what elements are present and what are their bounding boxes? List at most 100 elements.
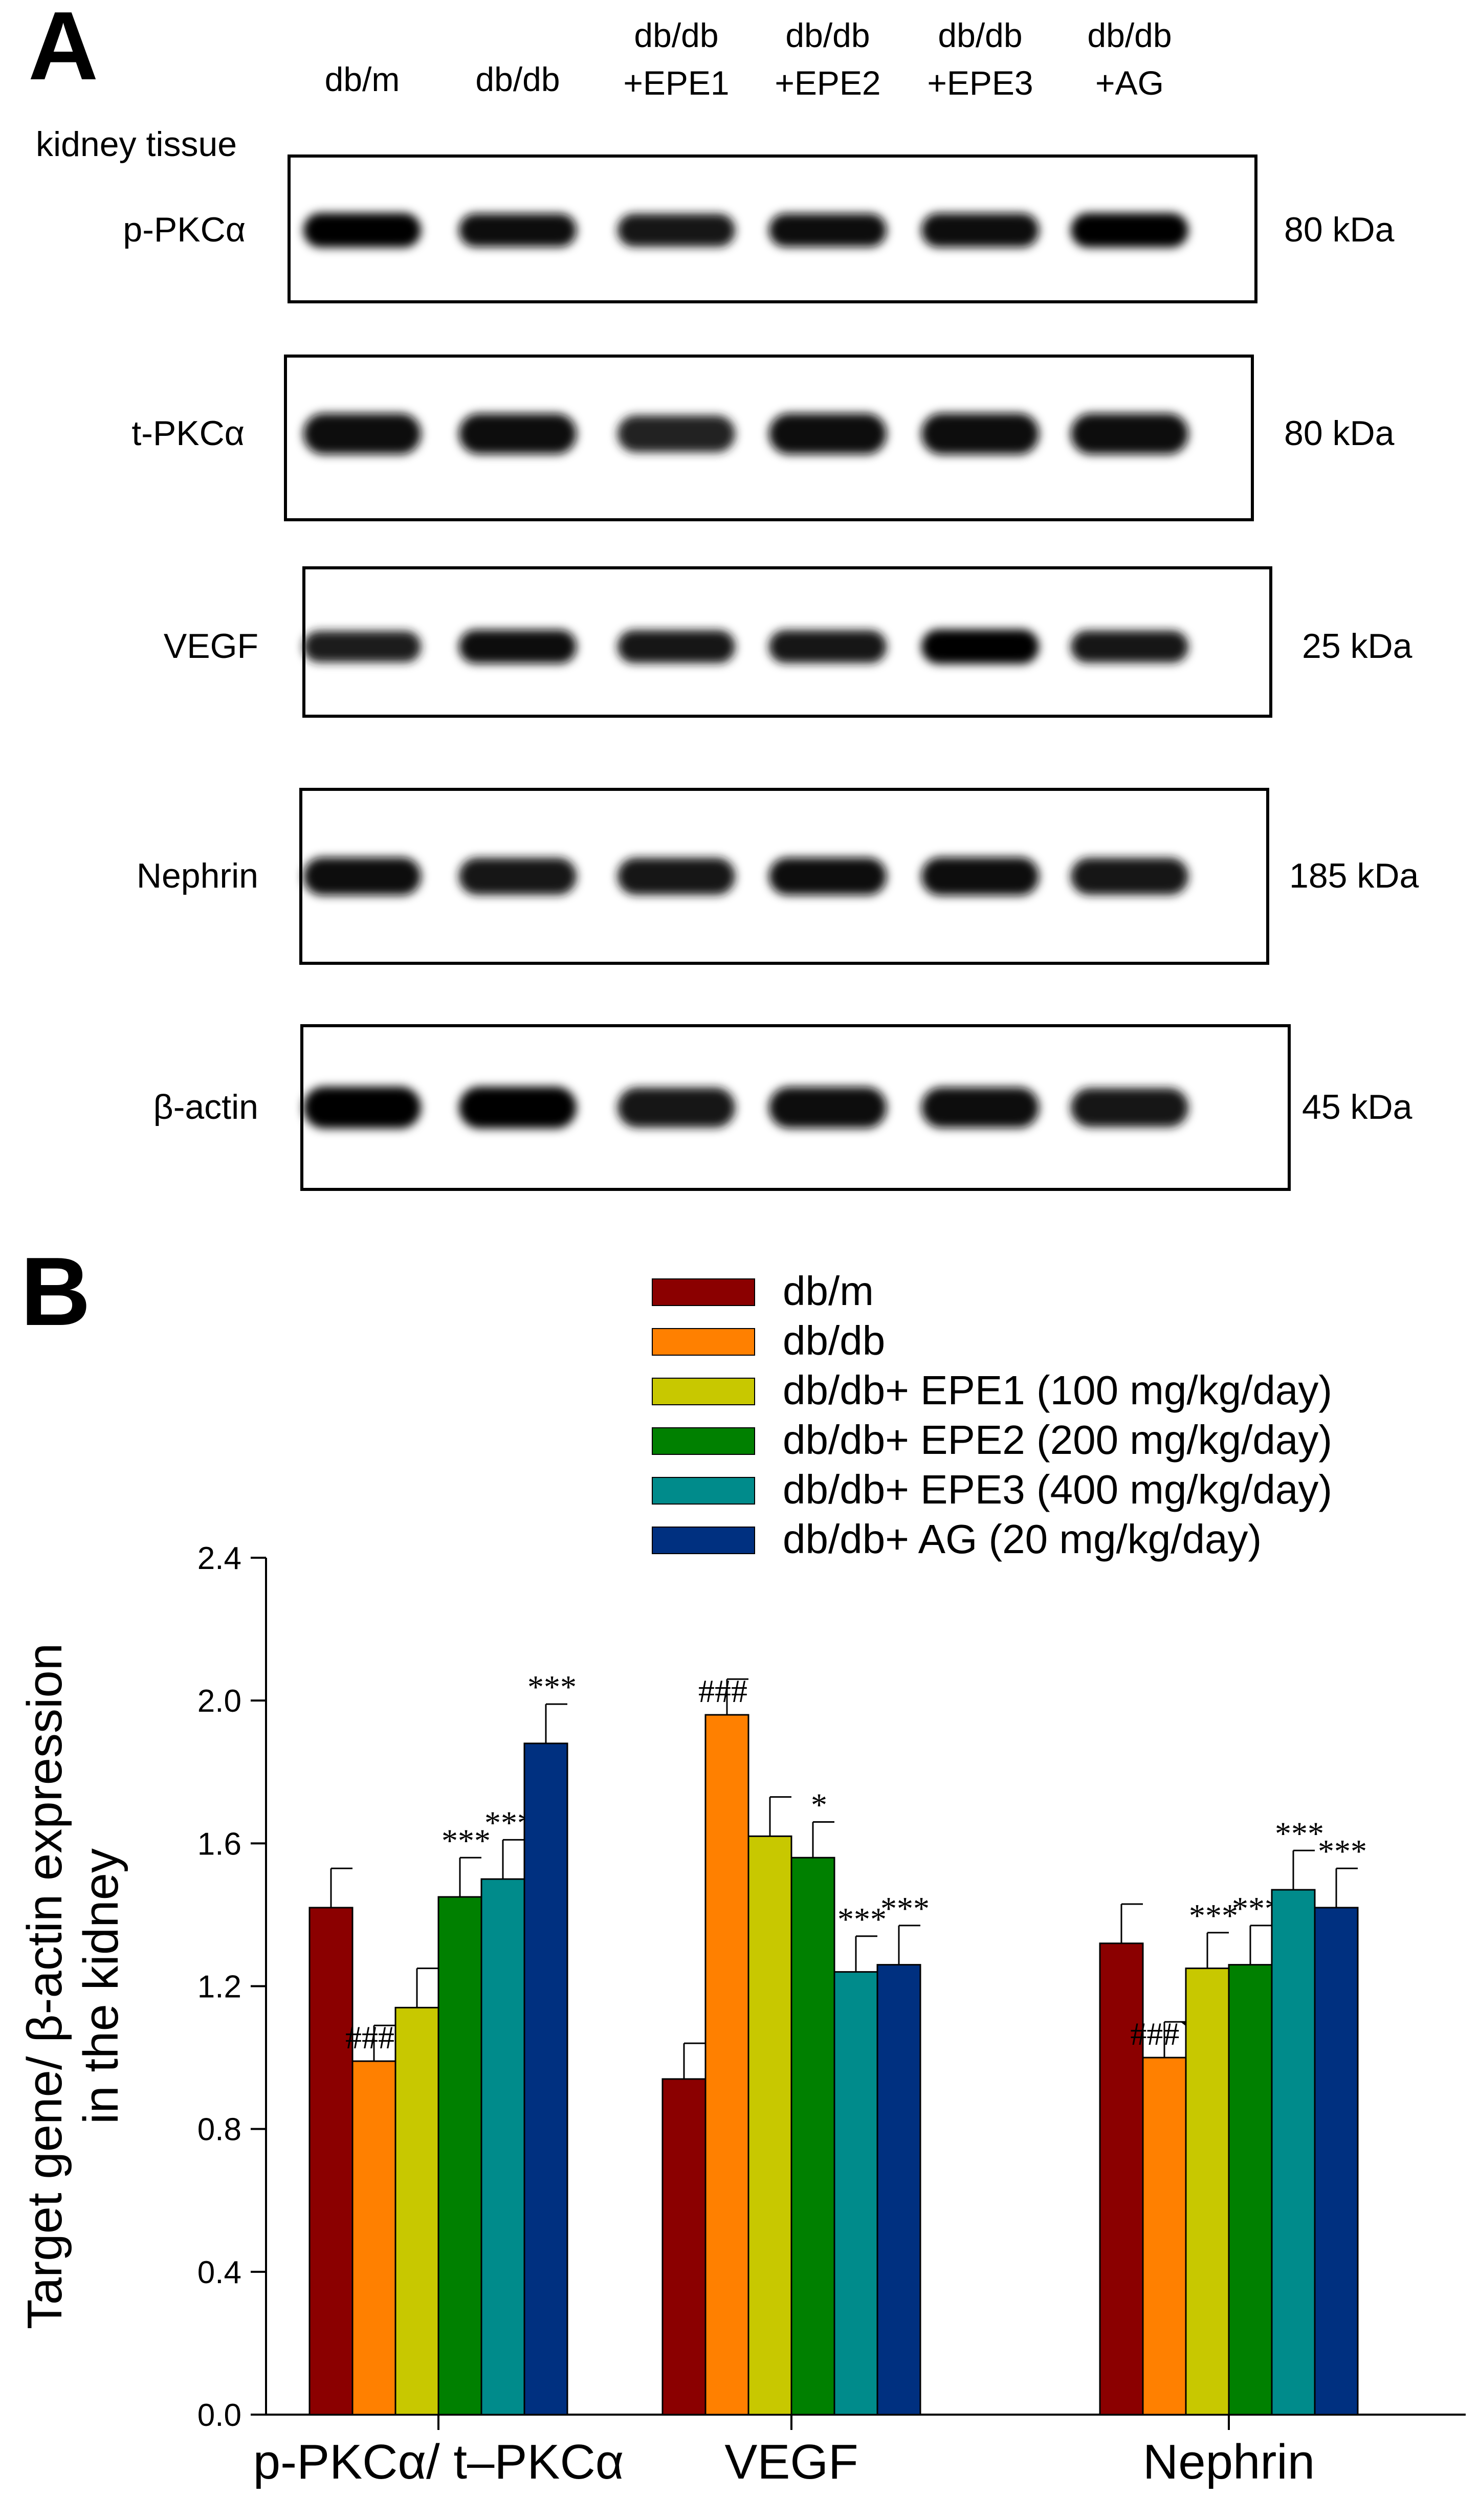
blot-band [303,857,421,895]
western-blots: p-PKCα 80 kDa t-PKCα 80 kDa VEGF 25 kDa Nephri… [123,154,1419,1191]
tissue-label: kidney tissue [36,125,237,164]
legend-entry: db/db+ EPE2 (200 mg/kg/day) [783,1417,1332,1463]
blot-band [617,630,735,664]
legend-entry: db/db [783,1318,885,1363]
y-tick-label: 1.6 [197,1826,241,1862]
blot-protein-label: VEGF [164,627,258,666]
blot-band [769,213,887,247]
blot-protein-label: t-PKCα [131,414,245,453]
bar [351,2060,396,2416]
significance-label: *** [837,1901,887,1937]
blot-band [617,415,735,452]
legend-swatch [652,1278,755,1306]
legend-swatch [652,1328,755,1356]
blot-protein-label: β-actin [153,1088,258,1126]
blot-band [1071,213,1188,248]
bar [1185,1968,1230,2416]
blot-4: β-actin 45 kDa [153,1024,1412,1191]
significance-label: *** [880,1890,930,1927]
blot-1: t-PKCα 80 kDa [131,355,1395,521]
blot-0: p-PKCα 80 kDa [123,154,1395,303]
bar [308,1907,354,2416]
blot-protein-label: Nephrin [137,856,258,895]
bar [747,1835,792,2416]
legend-swatch [652,1477,755,1505]
significance-label: *** [527,1669,577,1705]
bar [480,1878,525,2416]
bar-chart: 0.0 0.4 0.8 1.2 1.6 2.0 2.4 Target gene/ β-acti… [17,1541,1466,2489]
significance-label: *** [442,1822,491,1859]
lane-label-line2: +EPE3 [927,64,1033,102]
lane-label-line1: db/db [475,60,560,98]
bar [1228,1964,1273,2416]
lane-label-line1: db/db [634,16,718,54]
y-tick-label: 2.0 [197,1684,241,1719]
blot-band [303,413,421,454]
blot-band [769,413,887,454]
blot-band [617,213,735,247]
blot-band [921,629,1039,664]
legend-entry: db/db+ EPE3 (400 mg/kg/day) [783,1467,1332,1512]
blot-3: Nephrin 185 kDa [137,788,1419,965]
y-tick-label: 1.2 [197,1970,241,2005]
x-tick-label: VEGF [724,2435,858,2489]
blot-bands [303,413,1188,455]
blot-size-label: 185 kDa [1289,856,1419,895]
blot-size-label: 80 kDa [1284,210,1395,249]
bar [437,1896,482,2416]
blot-band [303,631,421,662]
lane-label-line2: +EPE2 [775,64,880,102]
blot-size-label: 80 kDa [1284,414,1395,453]
blot-band [303,1087,421,1129]
blot-band [769,857,887,895]
bar [1142,2057,1187,2416]
lane-label-line2: +EPE1 [623,64,729,102]
panel-a: A kidney tissue db/m db/db db/db +EPE1 db/db… [28,0,1419,1191]
y-axis-label-line2: in the kidney [74,1848,128,2124]
legend-swatch [652,1427,755,1455]
blot-band [459,213,577,247]
lane-labels: db/m db/db db/db +EPE1 db/db +EPE2 db/db +EPE3 d… [325,16,1172,102]
bar [661,2078,707,2416]
y-tick-label: 0.0 [197,2398,241,2433]
blot-bands [303,857,1188,896]
y-tick-label: 0.8 [197,2112,241,2148]
significance-label: ###` [1130,2016,1190,2052]
lane-label-line1: db/db [785,16,870,54]
lane-label-line1: db/db [938,16,1022,54]
blot-band [459,413,577,454]
blot-band [1071,857,1188,895]
blot-band [617,1088,735,1128]
blot-band [921,213,1039,248]
blot-band [921,1087,1039,1128]
bar [704,1714,749,2416]
significance-label: *** [1318,1833,1367,1869]
significance-label: * [811,1786,827,1823]
blot-band [459,857,577,895]
bar [523,1742,568,2416]
bar [833,1971,878,2416]
y-axis-label-line1: Target gene/ β-actin expression [17,1643,72,2329]
lane-label-line1: db/m [325,60,400,98]
blot-protein-label: p-PKCα [123,210,246,249]
legend-swatch [652,1527,755,1554]
lane-label-line1: db/db [1087,16,1172,54]
blot-band [769,1087,887,1129]
significance-label: *** [1275,1815,1324,1851]
blot-bands [303,1087,1188,1129]
y-tick-label: 0.4 [197,2255,241,2290]
panel-a-letter: A [28,0,98,100]
blot-band [921,413,1039,455]
blot-band [1071,413,1188,454]
blot-band [1071,630,1188,663]
legend-entry: db/db+ AG (20 mg/kg/day) [783,1516,1262,1562]
blot-band [769,630,887,664]
bar [1314,1907,1359,2416]
blot-band [459,630,577,664]
x-tick-label: p-PKCα/ t–PKCα [253,2435,624,2489]
blot-2: VEGF 25 kDa [164,566,1412,718]
significance-label: ### [345,2019,394,2055]
bar [394,2006,439,2416]
